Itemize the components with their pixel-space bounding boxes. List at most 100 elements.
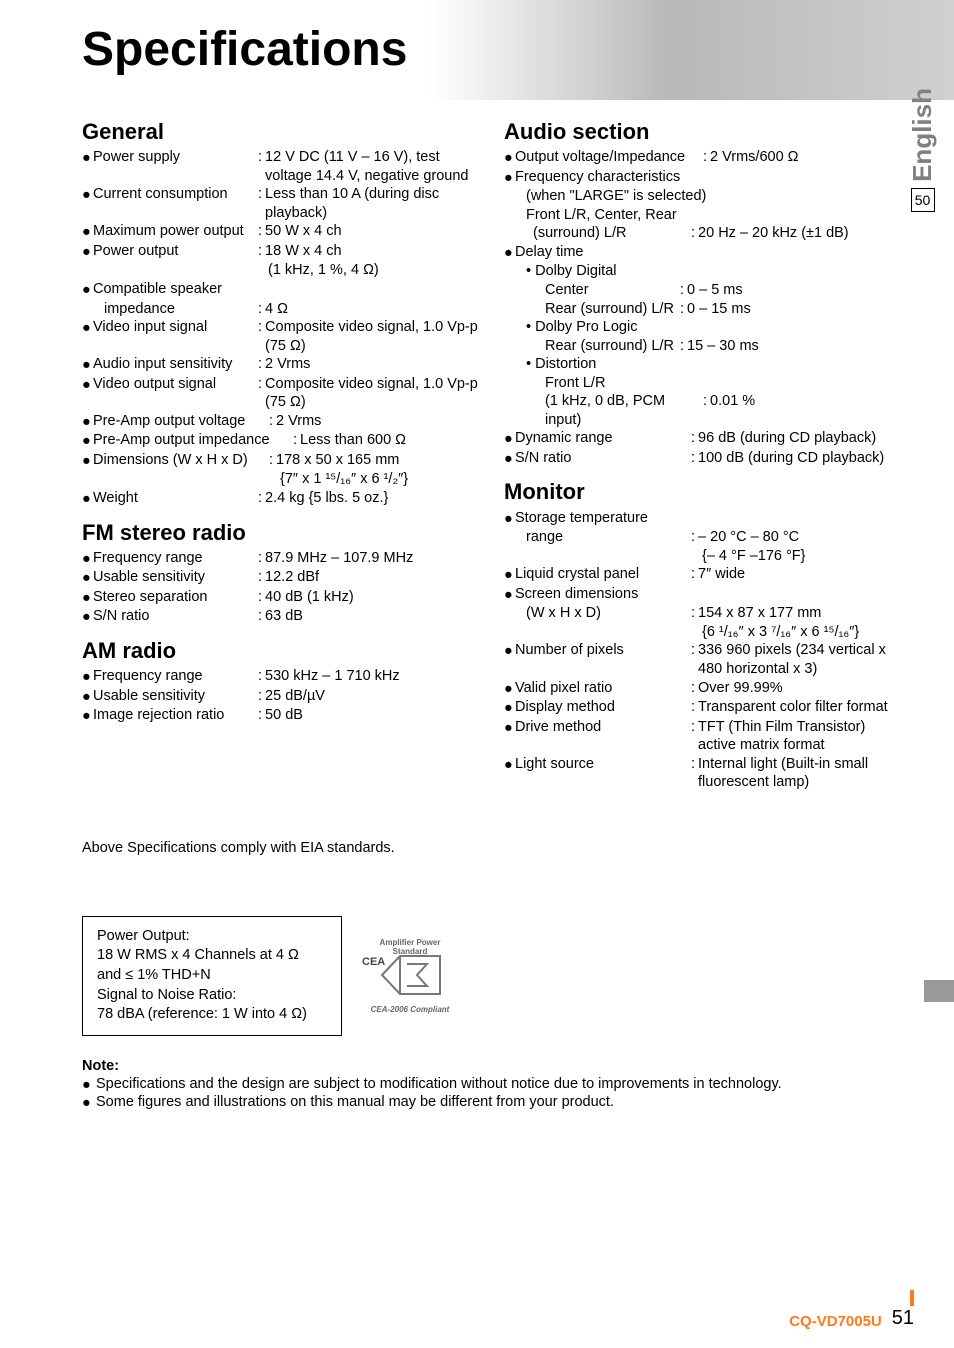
separator: : [679, 281, 687, 300]
spec-label: Output voltage/Impedance [515, 148, 702, 167]
spec-row: Center:0 – 5 ms [504, 281, 902, 300]
page-ref-box: 50 [911, 188, 935, 212]
spec-value: 2.4 kg {5 lbs. 5 oz.} [265, 489, 480, 508]
spec-label: Number of pixels [515, 641, 690, 660]
spec-value: 7″ wide [698, 565, 902, 584]
footer-accent-bar [910, 1290, 914, 1306]
note-item: ● Specifications and the design are subj… [82, 1076, 902, 1093]
power-line2: 18 W RMS x 4 Channels at 4 Ω and ≤ 1% TH… [97, 946, 327, 985]
cea-bottom-arc: CEA-2006 Compliant [362, 1005, 458, 1014]
separator: : [690, 565, 698, 584]
spec-label: Front L/R [545, 374, 679, 393]
section-fm-heading: FM stereo radio [82, 519, 480, 547]
spec-label: Pre-Amp output voltage [93, 412, 268, 431]
bullet-icon: ● [82, 148, 93, 168]
spec-label: Rear (surround) L/R [545, 300, 679, 319]
spec-value: 2 Vrms [265, 355, 480, 374]
spec-label: Frequency range [93, 549, 257, 568]
spec-row: {– 4 °F –176 °F} [504, 547, 902, 566]
spec-row: Rear (surround) L/R:15 – 30 ms [504, 337, 902, 356]
compliance-statement: Above Specifications comply with EIA sta… [82, 840, 902, 856]
side-tab: English 50 [907, 88, 938, 212]
bullet-icon: ● [504, 585, 515, 605]
spec-row: ●Pre-Amp output voltage:2 Vrms [82, 412, 480, 432]
spec-label: Valid pixel ratio [515, 679, 690, 698]
section-am-heading: AM radio [82, 637, 480, 665]
thumb-index-marker [924, 980, 954, 1002]
separator: : [257, 607, 265, 626]
spec-row: ●Frequency range:530 kHz – 1 710 kHz [82, 667, 480, 687]
spec-value: 178 x 50 x 165 mm [276, 451, 480, 470]
power-output-box: Power Output: 18 W RMS x 4 Channels at 4… [82, 916, 342, 1036]
separator: : [257, 318, 265, 337]
spec-value: 336 960 pixels (234 vertical x 480 horiz… [698, 641, 902, 678]
spec-value: 50 dB [265, 706, 480, 725]
spec-row: ●Power supply:12 V DC (11 V – 16 V), tes… [82, 148, 480, 185]
spec-label: Video output signal [93, 375, 257, 394]
spec-label: • Dolby Pro Logic [526, 318, 679, 337]
spec-value: 50 W x 4 ch [265, 222, 480, 241]
spec-label: Power output [93, 242, 257, 261]
separator: : [257, 706, 265, 725]
note-item: ● Some figures and illustrations on this… [82, 1094, 902, 1111]
spec-label: (1 kHz, 0 dB, PCM input) [545, 392, 702, 429]
spec-value: Transparent color filter format [698, 698, 902, 717]
spec-label: Front L/R, Center, Rear [526, 206, 754, 225]
note-list: ● Specifications and the design are subj… [82, 1076, 902, 1111]
spec-row: ●Output voltage/Impedance:2 Vrms/600 Ω [504, 148, 902, 168]
spec-value: Less than 10 A (during disc playback) [265, 185, 480, 222]
spec-row: ●Video output signal:Composite video sig… [82, 375, 480, 412]
audio-list: ●Output voltage/Impedance:2 Vrms/600 Ω●F… [504, 148, 902, 468]
spec-value: 63 dB [265, 607, 480, 626]
separator: : [690, 528, 698, 547]
separator: : [690, 429, 698, 448]
spec-row: (1 kHz, 1 %, 4 Ω) [82, 261, 480, 280]
bullet-icon: ● [82, 687, 93, 707]
separator: : [690, 224, 698, 243]
spec-row: • Dolby Digital [504, 262, 902, 281]
section-monitor-heading: Monitor [504, 478, 902, 506]
spec-row: ●Image rejection ratio:50 dB [82, 706, 480, 726]
spec-label: Storage temperature [515, 509, 690, 528]
bullet-icon: ● [82, 1094, 96, 1111]
bullet-icon: ● [504, 679, 515, 699]
bullet-icon: ● [82, 706, 93, 726]
separator: : [257, 667, 265, 686]
page-number: 51 [892, 1307, 914, 1330]
spec-row: • Dolby Pro Logic [504, 318, 902, 337]
spec-label: Usable sensitivity [93, 568, 257, 587]
separator: : [257, 568, 265, 587]
separator: : [690, 604, 698, 623]
spec-row: Rear (surround) L/R:0 – 15 ms [504, 300, 902, 319]
separator: : [690, 679, 698, 698]
spec-value: Composite video signal, 1.0 Vp-p (75 Ω) [265, 318, 480, 355]
spec-value: 12 V DC (11 V – 16 V), test voltage 14.4… [265, 148, 480, 185]
spec-value: Less than 600 Ω [300, 431, 480, 450]
spec-label: Weight [93, 489, 257, 508]
spec-value: 0 – 5 ms [687, 281, 902, 300]
separator: : [257, 242, 265, 261]
model-number: CQ-VD7005U [789, 1313, 882, 1330]
spec-value: {7″ x 1 ¹⁵/₁₆″ x 6 ¹/₂″} [280, 470, 408, 489]
spec-row: ●Frequency characteristics [504, 168, 902, 188]
spec-label: Pre-Amp output impedance [93, 431, 292, 450]
separator: : [702, 392, 710, 411]
spec-row: ●Screen dimensions [504, 585, 902, 605]
page-footer: CQ-VD7005U 51 [789, 1307, 914, 1330]
spec-label: Image rejection ratio [93, 706, 257, 725]
bullet-icon: ● [504, 243, 515, 263]
spec-label: Compatible speaker [93, 280, 257, 299]
am-list: ●Frequency range:530 kHz – 1 710 kHz●Usa… [82, 667, 480, 726]
spec-row: ●Dimensions (W x H x D):178 x 50 x 165 m… [82, 451, 480, 471]
bullet-icon: ● [82, 375, 93, 395]
spec-label: Frequency characteristics [515, 168, 724, 187]
monitor-list: ●Storage temperaturerange:– 20 °C – 80 °… [504, 509, 902, 792]
spec-row: ●S/N ratio:63 dB [82, 607, 480, 627]
spec-value: 40 dB (1 kHz) [265, 588, 480, 607]
spec-value: Over 99.99% [698, 679, 902, 698]
spec-label: Light source [515, 755, 690, 774]
spec-row: ●Liquid crystal panel:7″ wide [504, 565, 902, 585]
separator: : [690, 718, 698, 737]
spec-label: Frequency range [93, 667, 257, 686]
spec-value: Internal light (Built-in small fluoresce… [698, 755, 902, 792]
